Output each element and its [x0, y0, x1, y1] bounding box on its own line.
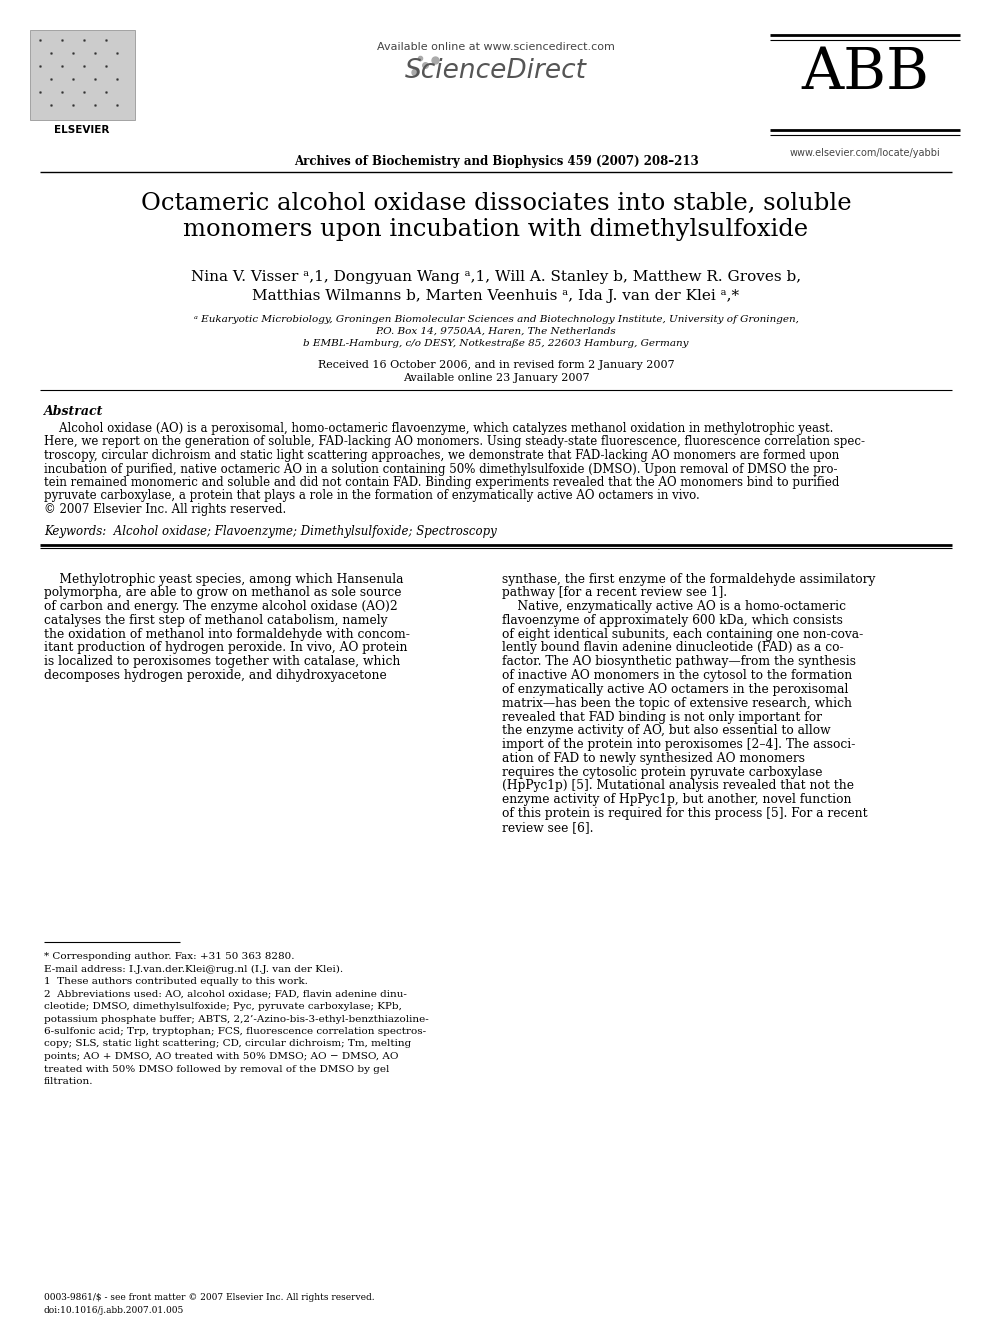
Text: is localized to peroxisomes together with catalase, which: is localized to peroxisomes together wit… [44, 655, 401, 668]
Text: itant production of hydrogen peroxide. In vivo, AO protein: itant production of hydrogen peroxide. I… [44, 642, 408, 655]
Text: of carbon and energy. The enzyme alcohol oxidase (AO)2: of carbon and energy. The enzyme alcohol… [44, 601, 398, 613]
Text: Received 16 October 2006, and in revised form 2 January 2007: Received 16 October 2006, and in revised… [317, 360, 675, 370]
Text: enzyme activity of HpPyc1p, but another, novel function: enzyme activity of HpPyc1p, but another,… [502, 794, 851, 806]
Text: catalyses the first step of methanol catabolism, namely: catalyses the first step of methanol cat… [44, 614, 388, 627]
Text: Available online 23 January 2007: Available online 23 January 2007 [403, 373, 589, 382]
Text: synthase, the first enzyme of the formaldehyde assimilatory: synthase, the first enzyme of the formal… [502, 573, 875, 586]
Text: Keywords:  Alcohol oxidase; Flavoenzyme; Dimethylsulfoxide; Spectroscopy: Keywords: Alcohol oxidase; Flavoenzyme; … [44, 524, 497, 537]
Text: www.elsevier.com/locate/yabbi: www.elsevier.com/locate/yabbi [790, 148, 940, 157]
Text: E-mail address: I.J.van.der.Klei@rug.nl (I.J. van der Klei).: E-mail address: I.J.van.der.Klei@rug.nl … [44, 964, 343, 974]
Text: tein remained monomeric and soluble and did not contain FAD. Binding experiments: tein remained monomeric and soluble and … [44, 476, 839, 490]
Text: 2  Abbreviations used: AO, alcohol oxidase; FAD, flavin adenine dinu-: 2 Abbreviations used: AO, alcohol oxidas… [44, 990, 407, 999]
Text: Nina V. Visser ᵃ,1, Dongyuan Wang ᵃ,1, Will A. Stanley b, Matthew R. Groves b,: Nina V. Visser ᵃ,1, Dongyuan Wang ᵃ,1, W… [190, 270, 802, 284]
Text: the oxidation of methanol into formaldehyde with concom-: the oxidation of methanol into formaldeh… [44, 627, 410, 640]
Text: ation of FAD to newly synthesized AO monomers: ation of FAD to newly synthesized AO mon… [502, 751, 805, 765]
Text: (HpPyc1p) [5]. Mutational analysis revealed that not the: (HpPyc1p) [5]. Mutational analysis revea… [502, 779, 854, 792]
Text: potassium phosphate buffer; ABTS, 2,2’-Azino-bis-3-ethyl-benzthiazoline-: potassium phosphate buffer; ABTS, 2,2’-A… [44, 1015, 429, 1024]
Text: cleotide; DMSO, dimethylsulfoxide; Pyc, pyruvate carboxylase; KPb,: cleotide; DMSO, dimethylsulfoxide; Pyc, … [44, 1002, 402, 1011]
Text: lently bound flavin adenine dinucleotide (FAD) as a co-: lently bound flavin adenine dinucleotide… [502, 642, 843, 655]
Text: b EMBL-Hamburg, c/o DESY, Notkestraße 85, 22603 Hamburg, Germany: b EMBL-Hamburg, c/o DESY, Notkestraße 85… [304, 339, 688, 348]
Text: factor. The AO biosynthetic pathway—from the synthesis: factor. The AO biosynthetic pathway—from… [502, 655, 856, 668]
Text: P.O. Box 14, 9750AA, Haren, The Netherlands: P.O. Box 14, 9750AA, Haren, The Netherla… [376, 327, 616, 336]
Bar [30, 30, 135, 120]
Text: Methylotrophic yeast species, among which Hansenula: Methylotrophic yeast species, among whic… [44, 573, 404, 586]
Text: Archives of Biochemistry and Biophysics 459 (2007) 208–213: Archives of Biochemistry and Biophysics … [294, 155, 698, 168]
Text: 1  These authors contributed equally to this work.: 1 These authors contributed equally to t… [44, 976, 308, 986]
Text: filtration.: filtration. [44, 1077, 93, 1086]
Text: incubation of purified, native octameric AO in a solution containing 50% dimethy: incubation of purified, native octameric… [44, 463, 837, 475]
Text: ᵃ Eukaryotic Microbiology, Groningen Biomolecular Sciences and Biotechnology Ins: ᵃ Eukaryotic Microbiology, Groningen Bio… [193, 315, 799, 324]
Text: Available online at www.sciencedirect.com: Available online at www.sciencedirect.co… [377, 42, 615, 52]
Text: Here, we report on the generation of soluble, FAD-lacking AO monomers. Using ste: Here, we report on the generation of sol… [44, 435, 865, 448]
Text: 0003-9861/$ - see front matter © 2007 Elsevier Inc. All rights reserved.: 0003-9861/$ - see front matter © 2007 El… [44, 1293, 375, 1302]
Text: of inactive AO monomers in the cytosol to the formation: of inactive AO monomers in the cytosol t… [502, 669, 852, 683]
Text: * Corresponding author. Fax: +31 50 363 8280.: * Corresponding author. Fax: +31 50 363 … [44, 953, 295, 960]
Text: revealed that FAD binding is not only important for: revealed that FAD binding is not only im… [502, 710, 822, 724]
Text: treated with 50% DMSO followed by removal of the DMSO by gel: treated with 50% DMSO followed by remova… [44, 1065, 390, 1073]
Text: review see [6].: review see [6]. [502, 820, 593, 833]
Text: Alcohol oxidase (AO) is a peroxisomal, homo-octameric flavoenzyme, which catalyz: Alcohol oxidase (AO) is a peroxisomal, h… [44, 422, 833, 435]
Text: import of the protein into peroxisomes [2–4]. The associ-: import of the protein into peroxisomes [… [502, 738, 855, 751]
Text: Native, enzymatically active AO is a homo-octameric: Native, enzymatically active AO is a hom… [502, 601, 846, 613]
Text: points; AO + DMSO, AO treated with 50% DMSO; AO − DMSO, AO: points; AO + DMSO, AO treated with 50% D… [44, 1052, 399, 1061]
Text: troscopy, circular dichroism and static light scattering approaches, we demonstr: troscopy, circular dichroism and static … [44, 448, 839, 462]
Text: ScienceDirect: ScienceDirect [405, 58, 587, 83]
Text: the enzyme activity of AO, but also essential to allow: the enzyme activity of AO, but also esse… [502, 724, 830, 737]
Text: ELSEVIER: ELSEVIER [55, 124, 110, 135]
Text: Abstract: Abstract [44, 405, 103, 418]
Text: polymorpha, are able to grow on methanol as sole source: polymorpha, are able to grow on methanol… [44, 586, 402, 599]
Text: monomers upon incubation with dimethylsulfoxide: monomers upon incubation with dimethylsu… [184, 218, 808, 241]
Text: decomposes hydrogen peroxide, and dihydroxyacetone: decomposes hydrogen peroxide, and dihydr… [44, 669, 387, 683]
Text: copy; SLS, static light scattering; CD, circular dichroism; Tm, melting: copy; SLS, static light scattering; CD, … [44, 1040, 412, 1049]
Text: 6-sulfonic acid; Trp, tryptophan; FCS, fluorescence correlation spectros-: 6-sulfonic acid; Trp, tryptophan; FCS, f… [44, 1027, 427, 1036]
Text: pyruvate carboxylase, a protein that plays a role in the formation of enzymatica: pyruvate carboxylase, a protein that pla… [44, 490, 699, 503]
Text: © 2007 Elsevier Inc. All rights reserved.: © 2007 Elsevier Inc. All rights reserved… [44, 503, 287, 516]
Text: Octameric alcohol oxidase dissociates into stable, soluble: Octameric alcohol oxidase dissociates in… [141, 192, 851, 216]
Text: of this protein is required for this process [5]. For a recent: of this protein is required for this pro… [502, 807, 868, 820]
Text: pathway [for a recent review see 1].: pathway [for a recent review see 1]. [502, 586, 727, 599]
Text: requires the cytosolic protein pyruvate carboxylase: requires the cytosolic protein pyruvate … [502, 766, 822, 779]
Text: of eight identical subunits, each containing one non-cova-: of eight identical subunits, each contai… [502, 627, 863, 640]
Text: of enzymatically active AO octamers in the peroxisomal: of enzymatically active AO octamers in t… [502, 683, 848, 696]
Text: flavoenzyme of approximately 600 kDa, which consists: flavoenzyme of approximately 600 kDa, wh… [502, 614, 843, 627]
Text: ABB: ABB [801, 45, 929, 101]
Text: Matthias Wilmanns b, Marten Veenhuis ᵃ, Ida J. van der Klei ᵃ,*: Matthias Wilmanns b, Marten Veenhuis ᵃ, … [252, 288, 740, 303]
Text: doi:10.1016/j.abb.2007.01.005: doi:10.1016/j.abb.2007.01.005 [44, 1306, 185, 1315]
Text: matrix—has been the topic of extensive research, which: matrix—has been the topic of extensive r… [502, 697, 852, 709]
